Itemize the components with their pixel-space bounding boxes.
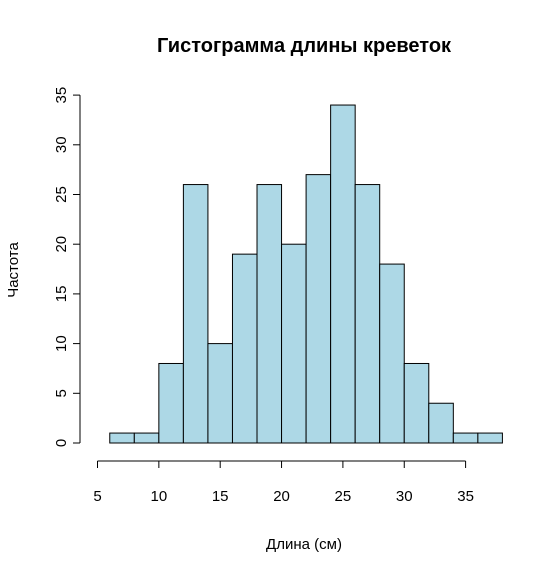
histogram-bar	[133, 432, 160, 444]
x-axis: 5 10 15 20 25 30 35	[93, 460, 474, 505]
histogram-bar	[477, 432, 503, 444]
y-tick-label: 15	[53, 286, 70, 303]
histogram-bar	[109, 432, 135, 444]
y-axis: 0 5 10 15 20 25 30 35	[53, 87, 81, 447]
x-tick-label: 10	[151, 488, 168, 505]
y-tick-label: 5	[53, 389, 70, 397]
histogram-bar	[231, 253, 258, 444]
x-axis-label: Длина (см)	[266, 536, 342, 553]
histogram-bar	[452, 432, 479, 444]
chart-title: Гистограмма длины креветок	[157, 35, 452, 57]
histogram-bar	[403, 362, 430, 444]
histogram-bar	[428, 402, 454, 444]
x-tick-label: 5	[93, 488, 101, 505]
histogram-bar	[354, 184, 381, 444]
y-tick-label: 10	[53, 335, 70, 352]
bars-group	[109, 104, 503, 444]
histogram-bar	[330, 104, 356, 444]
histogram-bar	[305, 174, 332, 444]
histogram-bar	[281, 243, 307, 444]
x-tick-label: 15	[212, 488, 229, 505]
y-tick-label: 0	[53, 439, 70, 447]
y-axis-label: Частота	[5, 242, 22, 298]
x-tick-label: 35	[457, 488, 474, 505]
x-tick-label: 20	[273, 488, 290, 505]
y-tick-label: 25	[53, 186, 70, 203]
y-tick-label: 20	[53, 236, 70, 253]
x-tick-label: 25	[335, 488, 352, 505]
y-tick-label: 35	[53, 87, 70, 104]
histogram-bar	[207, 343, 233, 444]
histogram-bar	[256, 184, 283, 444]
y-tick-label: 30	[53, 136, 70, 153]
histogram-bar	[379, 263, 405, 444]
histogram-bar	[182, 184, 209, 444]
histogram-bar	[158, 362, 184, 444]
x-tick-label: 30	[396, 488, 413, 505]
